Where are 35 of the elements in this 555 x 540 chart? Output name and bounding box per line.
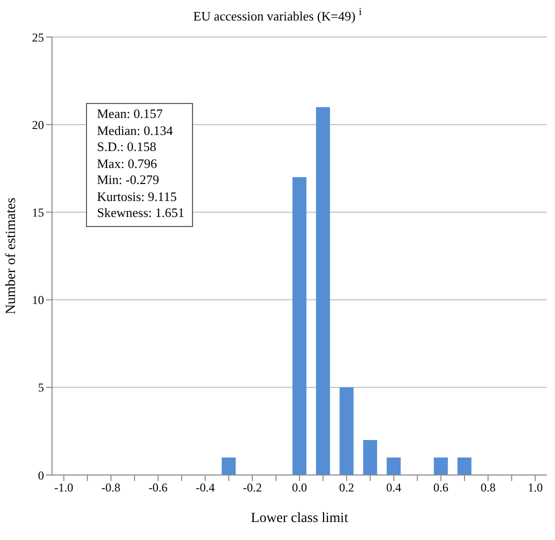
annotation: Skewness: 1.651 xyxy=(97,205,184,222)
y-tick-label: 15 xyxy=(32,205,44,220)
annotation: Max: 0.796 xyxy=(97,156,158,172)
x-tick-label: 0.8 xyxy=(480,480,496,495)
y-tick-label: 25 xyxy=(32,30,44,44)
x-tick-label: -0.2 xyxy=(242,480,262,495)
y-axis-title: Number of estimates xyxy=(4,198,19,314)
x-tick-label: 0.2 xyxy=(339,480,354,495)
annotation: Min: -0.279 xyxy=(97,172,160,188)
x-tick-label: 0.0 xyxy=(292,480,307,495)
x-tick-label: -0.4 xyxy=(196,480,215,495)
x-tick-label: -0.8 xyxy=(101,480,120,495)
bar xyxy=(363,440,378,475)
bar xyxy=(434,457,448,475)
y-tick-label: 10 xyxy=(32,293,44,308)
bar xyxy=(316,107,330,475)
chart-title: EU accession variables (K=49) $^{i}$ xyxy=(192,6,363,24)
annotation: Mean: 0.157 xyxy=(97,106,164,122)
bar xyxy=(292,177,306,475)
x-tick-label: 0.6 xyxy=(433,480,448,495)
bar xyxy=(457,457,472,475)
bar xyxy=(340,387,354,475)
x-tick-label: 0.4 xyxy=(386,480,402,495)
x-tick-label: -1.0 xyxy=(54,480,74,495)
annotation: S.D.: 0.158 xyxy=(97,139,158,156)
bar xyxy=(222,457,236,475)
y-tick-label: 5 xyxy=(38,380,44,395)
x-tick-label: 1.0 xyxy=(528,480,543,495)
y-tick-label: 20 xyxy=(32,118,44,132)
y-tick-label: 0 xyxy=(38,468,44,482)
bar xyxy=(386,457,401,475)
annotation: Kurtosis: 9.115 xyxy=(97,188,178,205)
x-axis-title: Lower class limit xyxy=(250,511,348,526)
annotation: Median: 0.134 xyxy=(97,122,174,139)
x-tick-label: -0.6 xyxy=(148,480,168,495)
